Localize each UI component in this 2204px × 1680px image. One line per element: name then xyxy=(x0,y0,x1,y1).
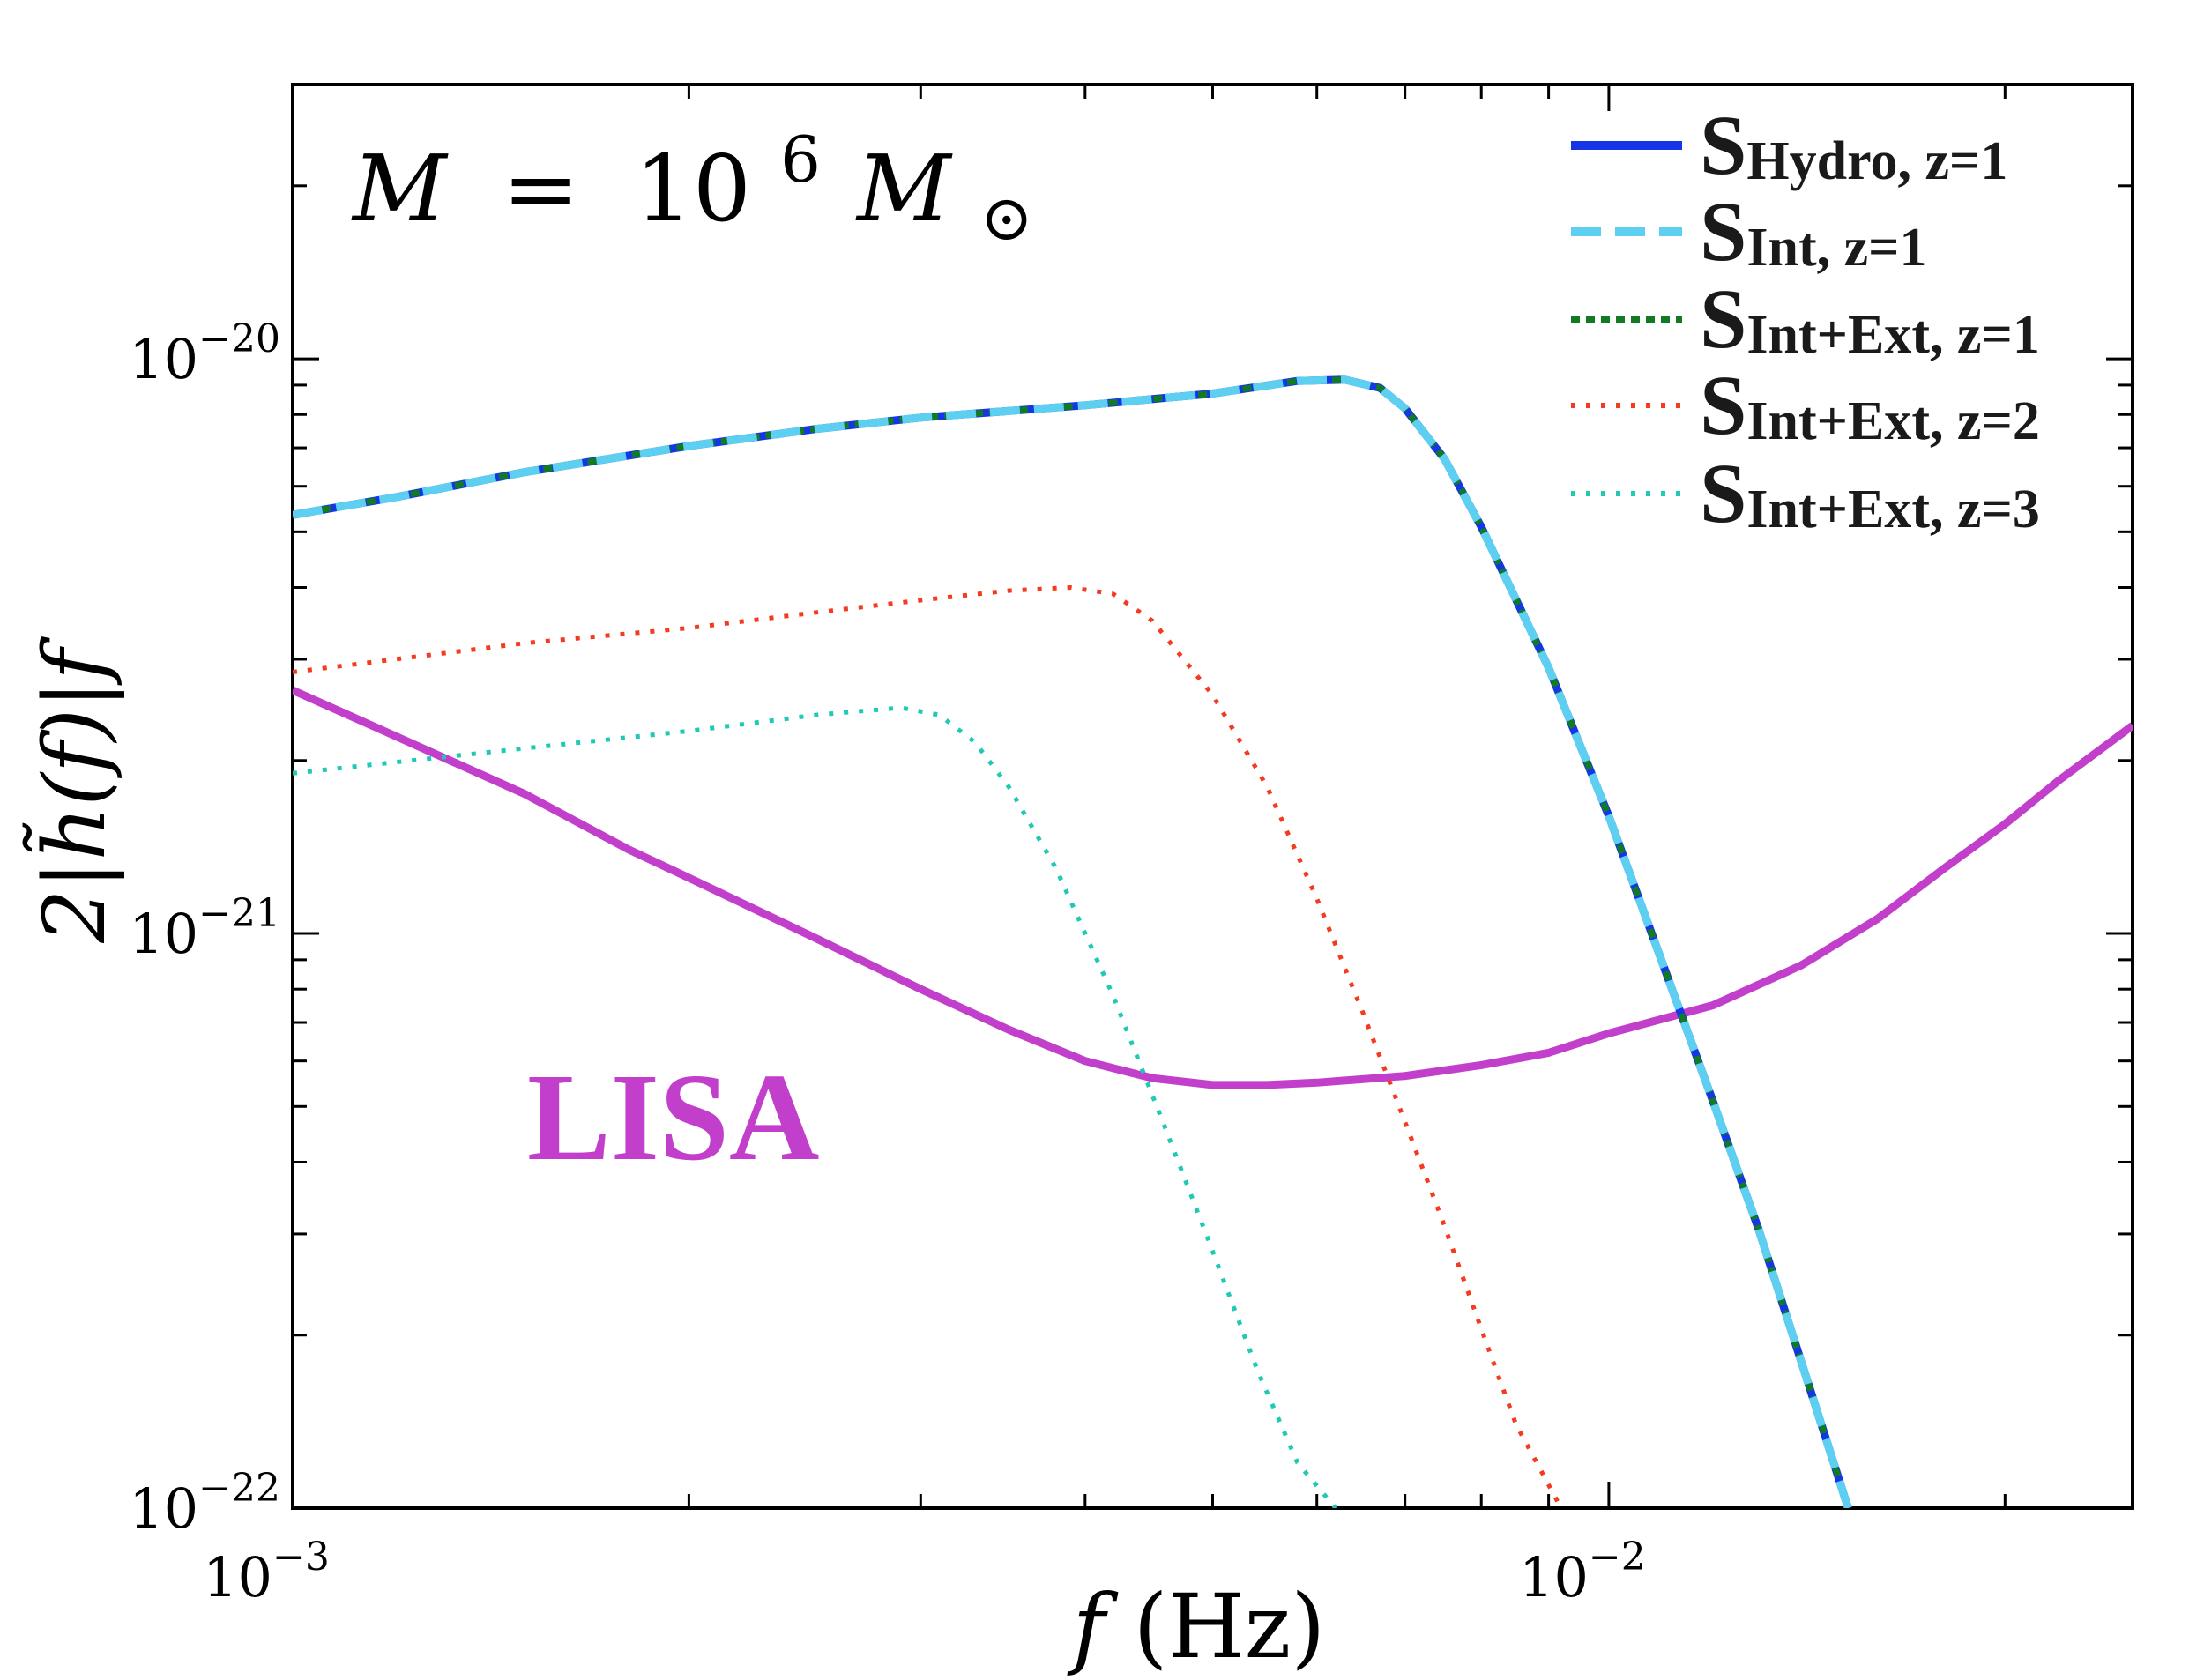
legend-item-int-z1: SInt, z=1 xyxy=(1571,184,1927,279)
y-tick-label: 10−22 xyxy=(129,1466,280,1541)
legend-item-int-ext-z3: SInt+Ext, z=3 xyxy=(1571,446,2040,540)
mass-annotation: M = 10 6 M ⊙ xyxy=(351,96,1033,255)
y-axis-label: 2|h̃(f)|f xyxy=(23,636,124,944)
legend-label: SInt+Ext, z=3 xyxy=(1700,446,2040,540)
axis-ticks xyxy=(291,83,2133,1510)
series-line-int-z1 xyxy=(293,375,1852,1508)
y-tick-label: 10−20 xyxy=(129,316,280,391)
legend-label: SInt+Ext, z=2 xyxy=(1700,358,2040,452)
series-line-int-ext-z3 xyxy=(293,705,1337,1508)
legend-item-int-ext-z2: SInt+Ext, z=2 xyxy=(1571,358,2040,452)
series-line-int-ext-z1 xyxy=(293,376,1851,1508)
x-tick-label: 10−2 xyxy=(1519,1535,1646,1609)
plot-frame xyxy=(291,83,2134,1510)
series-line-hydro-z1 xyxy=(293,375,1852,1508)
legend-label: SHydro, z=1 xyxy=(1700,98,2007,192)
y-tick-labels: 10−22 10−21 10−20 xyxy=(129,316,280,1541)
x-tick-label: 10−3 xyxy=(203,1535,330,1609)
y-tick-label: 10−21 xyxy=(129,891,280,966)
legend-label: SInt+Ext, z=1 xyxy=(1700,271,2040,366)
legend-item-hydro-z1: SHydro, z=1 xyxy=(1571,98,2007,192)
legend-item-int-ext-z1: SInt+Ext, z=1 xyxy=(1571,271,2040,366)
lisa-label: LISA xyxy=(527,1047,820,1186)
lisa-sensitivity-curve xyxy=(293,686,2133,1089)
x-axis-label: f (Hz) xyxy=(1067,1575,1326,1678)
x-tick-labels: 10−3 10−2 xyxy=(203,1535,1646,1609)
legend-label: SInt, z=1 xyxy=(1700,184,1927,279)
series-layer xyxy=(293,375,2133,1508)
series-line-int-ext-z2 xyxy=(293,585,1564,1508)
